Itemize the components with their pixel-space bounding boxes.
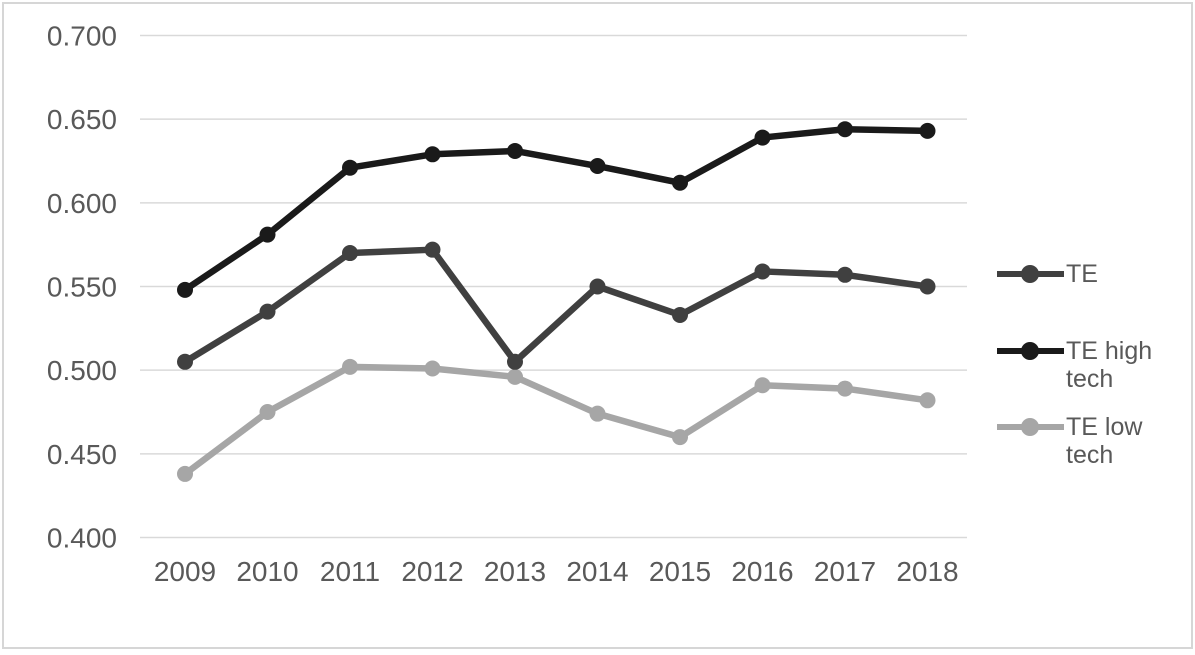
data-point-te bbox=[342, 245, 358, 262]
x-axis-tick-label: 2010 bbox=[236, 556, 298, 587]
series-line-te-high-tech bbox=[181, 125, 931, 294]
y-axis-tick-label: 0.500 bbox=[47, 355, 117, 386]
legend-label-te-low-tech: TE low tech bbox=[1066, 413, 1143, 469]
data-point-te-high-tech bbox=[589, 158, 606, 175]
data-point-te bbox=[672, 306, 688, 323]
data-point-te-low-tech bbox=[177, 465, 193, 482]
legend-label-te-high-tech: TE high tech bbox=[1066, 337, 1153, 393]
data-point-te-low-tech bbox=[507, 368, 523, 385]
data-point-te-low-tech bbox=[672, 429, 688, 446]
x-axis-tick-label: 2011 bbox=[320, 556, 380, 587]
data-point-te bbox=[424, 241, 441, 258]
y-axis-tick-label: 0.700 bbox=[47, 21, 117, 52]
y-axis-tick-label: 0.450 bbox=[47, 439, 117, 470]
data-point-te-high-tech bbox=[837, 121, 853, 138]
x-axis-tick-label: 2016 bbox=[731, 556, 793, 587]
data-point-te-high-tech bbox=[507, 142, 523, 159]
y-axis-tick-label: 0.600 bbox=[47, 188, 117, 219]
data-point-te bbox=[837, 266, 853, 283]
chart-canvas: 0.700 0.650 0.600 0.550 0.500 0.450 0.400 2009 2… bbox=[47, 21, 967, 587]
legend: TE TE high tech TE low tech bbox=[997, 4, 1195, 655]
data-point-te-high-tech bbox=[342, 159, 358, 176]
x-axis-tick-label: 2015 bbox=[649, 556, 711, 587]
data-point-te-high-tech bbox=[177, 281, 193, 298]
data-point-te-high-tech bbox=[919, 122, 936, 139]
data-point-te bbox=[589, 278, 606, 295]
legend-marker-te-low-tech-icon bbox=[997, 418, 1064, 436]
x-axis-tick-label: 2012 bbox=[401, 556, 463, 587]
data-point-te-high-tech bbox=[259, 226, 276, 243]
data-point-te bbox=[259, 303, 276, 320]
x-axis-tick-label: 2013 bbox=[484, 556, 546, 587]
x-axis-tick-label: 2014 bbox=[566, 556, 628, 587]
x-axis-tick-label: 2009 bbox=[154, 556, 216, 587]
data-point-te bbox=[507, 353, 523, 370]
series-line-te-low-tech bbox=[181, 363, 931, 478]
line-chart: 0.700 0.650 0.600 0.550 0.500 0.450 0.400 2009 2… bbox=[4, 4, 1191, 647]
data-point-te-low-tech bbox=[754, 377, 771, 394]
data-point-te-low-tech bbox=[424, 360, 441, 377]
y-axis-tick-label: 0.650 bbox=[47, 104, 117, 135]
data-point-te-low-tech bbox=[259, 404, 276, 420]
legend-label-te: TE bbox=[1066, 260, 1098, 288]
legend-marker-te-icon bbox=[997, 265, 1064, 283]
data-point-te-low-tech bbox=[589, 405, 606, 422]
y-axis-tick-label: 0.400 bbox=[47, 523, 117, 554]
legend-marker-te-high-tech-icon bbox=[997, 342, 1064, 360]
series-line-te bbox=[181, 246, 931, 366]
data-point-te-high-tech bbox=[754, 129, 771, 146]
data-point-te-low-tech bbox=[837, 380, 853, 397]
data-point-te-high-tech bbox=[672, 174, 688, 191]
x-axis-tick-label: 2018 bbox=[896, 556, 958, 587]
data-point-te bbox=[177, 353, 193, 370]
data-point-te bbox=[919, 278, 936, 295]
y-axis-tick-label: 0.550 bbox=[47, 272, 117, 303]
data-point-te bbox=[754, 263, 771, 280]
x-axis-tick-label: 2017 bbox=[814, 556, 876, 587]
data-point-te-low-tech bbox=[919, 392, 936, 409]
data-point-te-low-tech bbox=[342, 358, 358, 375]
data-point-te-high-tech bbox=[424, 146, 441, 163]
